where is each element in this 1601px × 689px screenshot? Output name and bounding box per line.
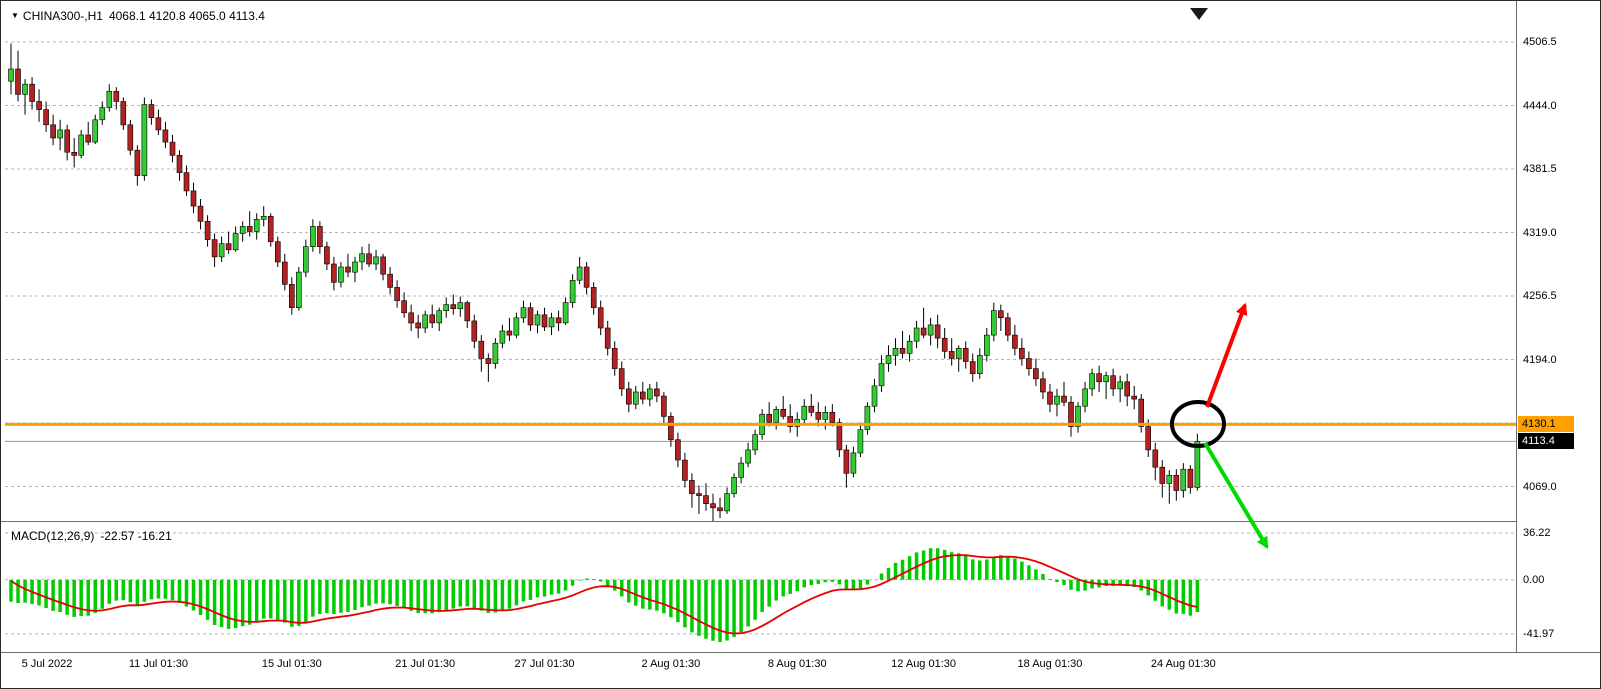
indicator-name: MACD(12,26,9) — [11, 529, 95, 543]
time-axis-label: 2 Aug 01:30 — [641, 658, 701, 670]
macd-axis-label: 0.00 — [1523, 573, 1545, 586]
price-axis-label: 4444.0 — [1523, 99, 1557, 112]
main-chart-pane[interactable] — [5, 7, 1516, 521]
macd-indicator-pane[interactable] — [5, 523, 1516, 652]
macd-axis-label: 36.22 — [1523, 527, 1551, 539]
time-axis-label: 15 Jul 01:30 — [261, 658, 322, 670]
candles — [8, 43, 1201, 521]
time-axis-label: 11 Jul 01:30 — [128, 658, 188, 670]
time-axis-label: 21 Jul 01:30 — [395, 658, 456, 670]
time-axis-label: 24 Aug 01:30 — [1150, 658, 1216, 670]
symbol-name: CHINA300-,H1 — [22, 9, 103, 23]
time-axis-label: 27 Jul 01:30 — [514, 658, 575, 670]
hline-price-tag: 4130.1 — [1518, 416, 1574, 433]
indicator-label: MACD(12,26,9) -22.57 -16.21 — [11, 529, 178, 543]
chart-title: ▼ CHINA300-,H1 4068.1 4120.8 4065.0 4113.4 — [11, 9, 271, 23]
symbol-dropdown-icon: ▼ — [11, 11, 19, 20]
price-axis-label: 4256.5 — [1523, 290, 1557, 302]
price-axis-label: 4506.5 — [1523, 36, 1557, 48]
price-axis-label: 4319.0 — [1523, 226, 1557, 239]
macd-signal-line — [10, 554, 1198, 635]
time-axis[interactable]: 5 Jul 2022 11 Jul 01:30 15 Jul 01:30 21 Jul… — [1, 652, 1600, 679]
bid-price-tag: 4113.4 — [1518, 433, 1574, 450]
ohlc-values: 4068.1 4120.8 4065.0 4113.4 — [108, 9, 265, 23]
indicator-values: -22.57 -16.21 — [100, 529, 172, 543]
macd-histogram — [9, 548, 1200, 642]
time-axis-label: 5 Jul 2022 — [21, 658, 73, 670]
price-axis-label: 4381.5 — [1523, 163, 1557, 175]
macd-axis-label: -41.97 — [1523, 627, 1555, 640]
time-axis-label: 18 Aug 01:30 — [1017, 658, 1083, 670]
time-axis-label: 12 Aug 01:30 — [891, 658, 957, 670]
time-axis-label: 8 Aug 01:30 — [767, 658, 827, 670]
price-axis-label: 4069.0 — [1523, 480, 1557, 493]
price-axis-label: 4194.0 — [1523, 353, 1557, 366]
price-axis[interactable]: 4506.5 4444.0 4381.5 4319.0 4256.5 4194.0 4069… — [1516, 1, 1600, 652]
pane-divider[interactable] — [1, 521, 1600, 522]
